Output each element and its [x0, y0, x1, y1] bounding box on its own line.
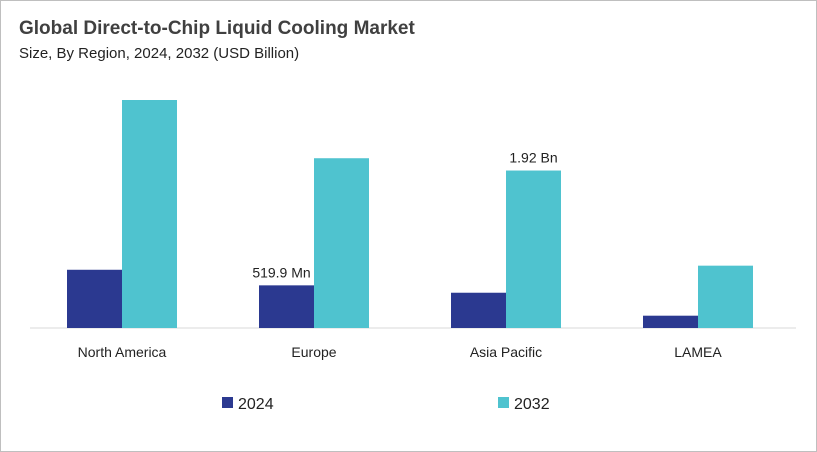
data-label: 519.9 Mn — [252, 264, 310, 280]
data-label: 1.92 Bn — [509, 150, 557, 166]
bar-2032-north-america — [122, 100, 177, 328]
chart-subtitle: Size, By Region, 2024, 2032 (USD Billion… — [19, 45, 300, 62]
bar-2024-lamea — [643, 315, 698, 328]
x-tick-label: North America — [78, 344, 167, 360]
chart-title: Global Direct-to-Chip Liquid Cooling Mar… — [19, 18, 415, 39]
x-tick-label: Europe — [291, 344, 336, 360]
legend-label-2024: 2024 — [238, 396, 274, 413]
bar-2024-asia-pacific — [451, 292, 506, 328]
legend-swatch-2024 — [222, 397, 233, 408]
x-tick-label: LAMEA — [674, 344, 722, 360]
bar-2032-europe — [314, 158, 369, 328]
x-tick-label: Asia Pacific — [470, 344, 542, 360]
bar-2032-asia-pacific — [506, 170, 561, 328]
bar-2024-north-america — [67, 269, 122, 328]
bar-2024-europe — [259, 285, 314, 328]
legend-label-2032: 2032 — [514, 396, 550, 413]
bar-2032-lamea — [698, 265, 753, 328]
legend-swatch-2032 — [498, 397, 509, 408]
